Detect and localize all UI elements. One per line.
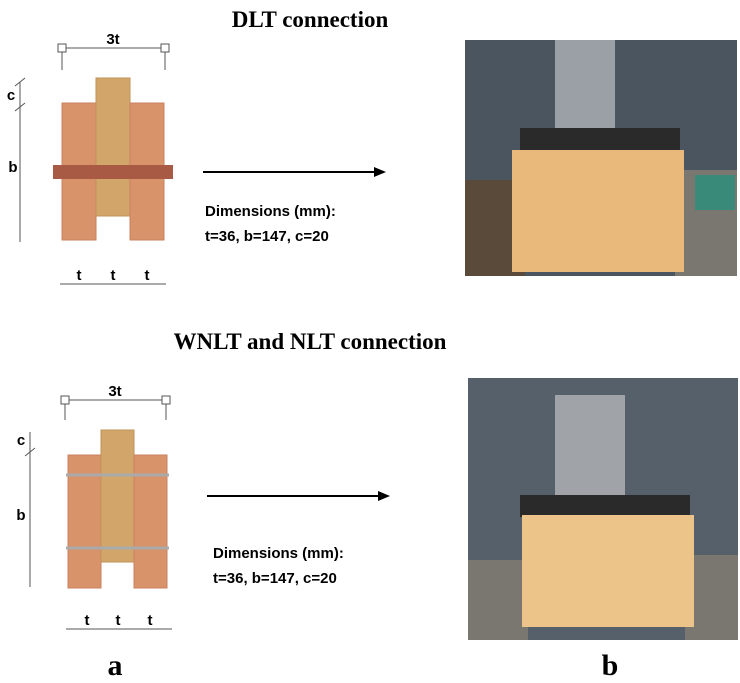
plate bbox=[520, 495, 690, 517]
dimension-end bbox=[161, 44, 169, 52]
dimensions-heading: Dimensions (mm): bbox=[213, 545, 344, 562]
figure: DLT connection 3t c b t t t Dimensions (… bbox=[0, 0, 740, 683]
t-label: t bbox=[77, 267, 82, 284]
dowel bbox=[53, 165, 173, 179]
press bbox=[555, 395, 625, 495]
panel-nlt: WNLT and NLT connection 3t c b t t t Dim… bbox=[16, 329, 738, 640]
panel-title: WNLT and NLT connection bbox=[174, 329, 447, 354]
panel-title: DLT connection bbox=[232, 7, 389, 32]
arrow-head bbox=[378, 491, 390, 501]
photo bbox=[468, 378, 738, 640]
width-label: 3t bbox=[108, 383, 121, 400]
sensor bbox=[695, 175, 735, 210]
width-label: 3t bbox=[106, 31, 119, 48]
t-label: t bbox=[148, 612, 153, 629]
middle-lamella bbox=[101, 430, 134, 562]
specimen bbox=[522, 515, 694, 627]
c-label: c bbox=[17, 432, 25, 449]
dimensions-heading: Dimensions (mm): bbox=[205, 203, 336, 220]
dimension-end bbox=[162, 396, 170, 404]
plate bbox=[520, 128, 680, 153]
middle-lamella bbox=[96, 78, 130, 216]
t-label: t bbox=[85, 612, 90, 629]
dimensions: t=36, b=147, c=20 bbox=[213, 570, 337, 587]
dimension-end bbox=[61, 396, 69, 404]
t-label: t bbox=[145, 267, 150, 284]
dimension-end bbox=[58, 44, 66, 52]
specimen bbox=[512, 150, 684, 272]
b-label: b bbox=[16, 507, 25, 524]
support bbox=[468, 560, 528, 640]
panel-label: b bbox=[602, 649, 619, 682]
dimensions: t=36, b=147, c=20 bbox=[205, 228, 329, 245]
arrow-head bbox=[374, 167, 386, 177]
b-label: b bbox=[8, 159, 17, 176]
c-label: c bbox=[7, 87, 15, 104]
panel-dlt: DLT connection 3t c b t t t Dimensions (… bbox=[7, 7, 737, 284]
t-label: t bbox=[111, 267, 116, 284]
press bbox=[555, 40, 615, 130]
photo bbox=[465, 40, 737, 276]
panel-label: a bbox=[108, 649, 123, 682]
t-label: t bbox=[116, 612, 121, 629]
